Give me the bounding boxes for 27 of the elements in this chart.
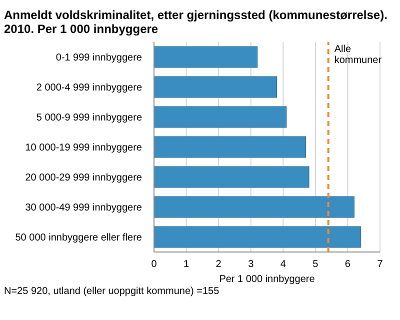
y-tick-label: 30 000-49 999 innbyggere (25, 202, 142, 214)
bar (154, 136, 306, 158)
x-tick-label: 0 (151, 259, 158, 270)
x-tick-label: 1 (184, 259, 190, 270)
ref-line-label: Alle kommuner (334, 44, 382, 66)
y-tick-label: 5 000-9 999 innbyggere (36, 112, 142, 124)
chart-title: Anmeldt voldskriminalitet, etter gjerningssted (kommunestørrelse). (4, 8, 388, 22)
x-tick-label: 6 (344, 259, 351, 270)
x-tick-label: 5 (312, 259, 319, 270)
x-tick-label: 7 (377, 259, 384, 270)
bar (154, 166, 310, 188)
bar (154, 226, 361, 248)
y-tick-label: 20 000-29 999 innbyggere (25, 172, 142, 184)
y-tick-label: 10 000-19 999 innbyggere (25, 142, 142, 154)
y-tick-label: 2 000-4 999 innbyggere (36, 82, 142, 94)
chart-subtitle: 2010. Per 1 000 innbyggere (4, 22, 160, 36)
text: N=25 920, utland (eller uoppgitt kommune) =155 (4, 286, 220, 297)
bar (154, 76, 277, 98)
bar (154, 46, 258, 68)
y-tick-label: 50 000 innbyggere eller flere (15, 232, 142, 244)
x-tick-label: 3 (248, 259, 254, 270)
bar (154, 106, 287, 128)
x-tick-label: 4 (280, 259, 286, 270)
x-tick-label: 2 (216, 259, 222, 270)
y-tick-label: 0-1 999 innbyggere (56, 52, 142, 64)
x-axis-title: Per 1 000 innbyggere (219, 274, 316, 285)
bar (154, 196, 354, 218)
